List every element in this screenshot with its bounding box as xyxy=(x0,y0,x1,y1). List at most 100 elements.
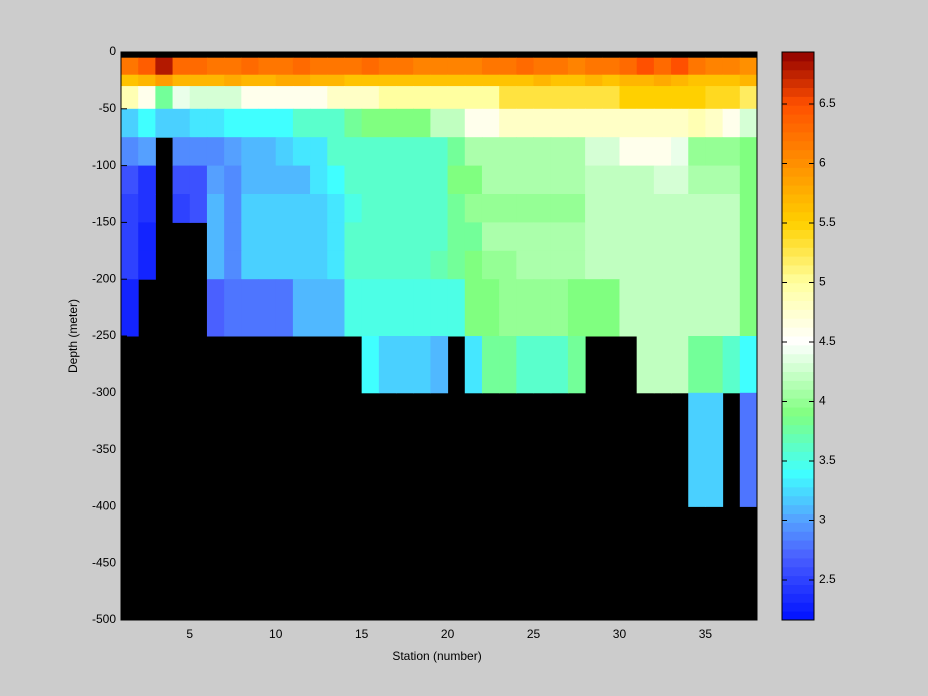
heatmap-cell xyxy=(688,137,706,167)
heatmap-cell xyxy=(172,165,191,195)
heatmap-cell xyxy=(241,74,260,87)
heatmap-cell xyxy=(310,74,328,87)
heatmap-cell xyxy=(327,222,345,252)
colorbar-step xyxy=(782,451,814,461)
heatmap-cell xyxy=(671,74,689,87)
heatmap-cell xyxy=(189,194,208,223)
colorbar-step xyxy=(782,540,814,550)
heatmap-cell xyxy=(585,194,603,223)
heatmap-cell xyxy=(481,279,500,337)
heatmap-cell xyxy=(671,336,689,394)
heatmap-cell xyxy=(430,165,449,195)
heatmap-cell xyxy=(378,336,397,394)
heatmap-cell xyxy=(653,57,672,76)
heatmap-cell xyxy=(653,86,672,110)
heatmap-cell xyxy=(653,222,672,252)
heatmap-cell xyxy=(396,57,414,76)
heatmap-cell xyxy=(533,165,552,195)
heatmap-cell xyxy=(533,222,552,252)
heatmap-cell xyxy=(671,194,689,223)
colorbar-step xyxy=(782,131,814,142)
heatmap-cell xyxy=(636,86,655,110)
heatmap-cell xyxy=(447,86,466,110)
heatmap-cell xyxy=(361,194,380,223)
heatmap-cell xyxy=(567,86,586,110)
colorbar-tick-label: 5.5 xyxy=(819,215,836,229)
heatmap-cell xyxy=(516,74,535,87)
heatmap-cell xyxy=(413,194,431,223)
heatmap-cell xyxy=(688,194,706,223)
heatmap-cell xyxy=(481,194,500,223)
y-tick-label: 0 xyxy=(109,44,116,58)
heatmap-cell xyxy=(258,108,277,138)
heatmap-cell xyxy=(567,74,586,87)
colorbar-step xyxy=(782,202,814,213)
heatmap-cell xyxy=(361,86,380,110)
heatmap-cell xyxy=(671,108,689,138)
colorbar-step xyxy=(782,194,814,204)
heatmap-cell xyxy=(121,74,139,87)
heatmap-cell xyxy=(241,137,260,167)
heatmap-cell xyxy=(464,165,483,195)
heatmap-cell xyxy=(722,279,741,337)
colorbar-step xyxy=(782,504,814,514)
heatmap-cell xyxy=(310,57,328,76)
heatmap-cell xyxy=(258,279,277,337)
heatmap-cell xyxy=(275,57,294,76)
heatmap-cell xyxy=(550,279,569,337)
heatmap-cell xyxy=(430,336,449,394)
heatmap-cell xyxy=(206,165,225,195)
colorbar-step xyxy=(782,185,814,195)
heatmap-cell xyxy=(602,165,620,195)
heatmap-cell xyxy=(327,279,345,337)
heatmap-cell xyxy=(688,250,706,280)
heatmap-cell xyxy=(516,137,535,167)
heatmap-cell xyxy=(189,86,208,110)
heatmap-cell xyxy=(121,86,139,110)
heatmap-cell xyxy=(378,165,397,195)
heatmap-cell xyxy=(361,137,380,167)
heatmap-cell xyxy=(378,194,397,223)
heatmap-cell xyxy=(361,250,380,280)
heatmap-cell xyxy=(258,57,277,76)
heatmap-cell xyxy=(138,165,156,195)
heatmap-cell xyxy=(241,222,260,252)
heatmap-cell xyxy=(447,165,466,195)
heatmap-cell xyxy=(396,336,414,394)
heatmap-cell xyxy=(430,279,449,337)
heatmap-cell xyxy=(671,57,689,76)
colorbar-step xyxy=(782,460,814,470)
heatmap-cell xyxy=(481,336,500,394)
heatmap-cell xyxy=(378,108,397,138)
heatmap-cell xyxy=(481,137,500,167)
colorbar-step xyxy=(782,273,814,284)
heatmap-cell xyxy=(722,250,741,280)
colorbar-step xyxy=(782,469,814,479)
heatmap-cell xyxy=(688,165,706,195)
heatmap-cell xyxy=(292,279,311,337)
heatmap-cell xyxy=(121,57,139,76)
heatmap-cell xyxy=(206,137,225,167)
heatmap-cell xyxy=(499,137,517,167)
heatmap-cell xyxy=(722,336,741,394)
heatmap-cell xyxy=(275,108,294,138)
colorbar-step xyxy=(782,362,814,372)
heatmap-cell xyxy=(396,279,414,337)
heatmap-cell xyxy=(739,336,758,394)
heatmap-cell xyxy=(602,137,620,167)
x-axis-label: Station (number) xyxy=(392,649,481,663)
colorbar-step xyxy=(782,291,814,301)
heatmap-cell xyxy=(224,74,242,87)
heatmap-cell xyxy=(396,86,414,110)
heatmap-cell xyxy=(619,279,638,337)
heatmap-cell xyxy=(327,165,345,195)
colorbar-step xyxy=(782,220,814,230)
heatmap-cell xyxy=(292,108,311,138)
heatmap-cell xyxy=(705,392,724,507)
y-tick-label: -250 xyxy=(92,328,116,342)
colorbar-step xyxy=(782,584,814,594)
heatmap-cell xyxy=(344,165,363,195)
heatmap-cell xyxy=(258,222,277,252)
heatmap-cell xyxy=(275,165,294,195)
heatmap-cell xyxy=(533,279,552,337)
